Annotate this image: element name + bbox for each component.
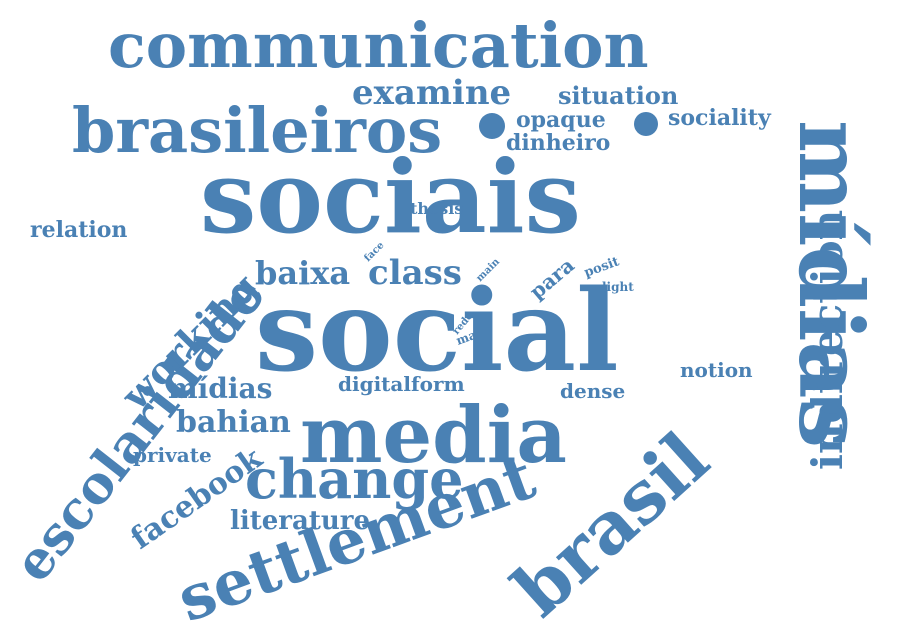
word-opaque: opaque [516, 107, 606, 133]
word-social: social [255, 266, 619, 397]
word-light: light [602, 280, 634, 294]
word-indirection: indirection [803, 210, 852, 470]
word-sociality: sociality [668, 105, 772, 131]
word-dinheiro: dinheiro [506, 130, 610, 156]
dot-after-brasileiros [479, 113, 505, 139]
word-baixa: baixa [255, 254, 350, 292]
word-midias-small: mídias [168, 372, 272, 405]
word-dense: dense [560, 379, 625, 403]
dot-after-opaque [634, 112, 658, 136]
word-private: private [133, 443, 212, 467]
word-notion: notion [680, 358, 753, 382]
word-bahian: bahian [176, 405, 291, 440]
word-literature: literature [230, 506, 370, 536]
word-situation: situation [558, 81, 678, 110]
word-sociais: sociais [200, 138, 581, 256]
word-media: media [300, 390, 567, 481]
word-examine: examine [352, 73, 511, 113]
word-relation: relation [30, 217, 127, 243]
word-change: change [245, 447, 464, 511]
word-thesis: thesis [410, 199, 463, 218]
word-digital: digital [338, 372, 411, 396]
word-class: class [368, 253, 462, 293]
word-midias-vertical: mídias [779, 120, 883, 448]
word-brasileiros: brasileiros [72, 94, 442, 167]
word-form: form [411, 372, 465, 396]
word-communication: communication [108, 9, 649, 82]
